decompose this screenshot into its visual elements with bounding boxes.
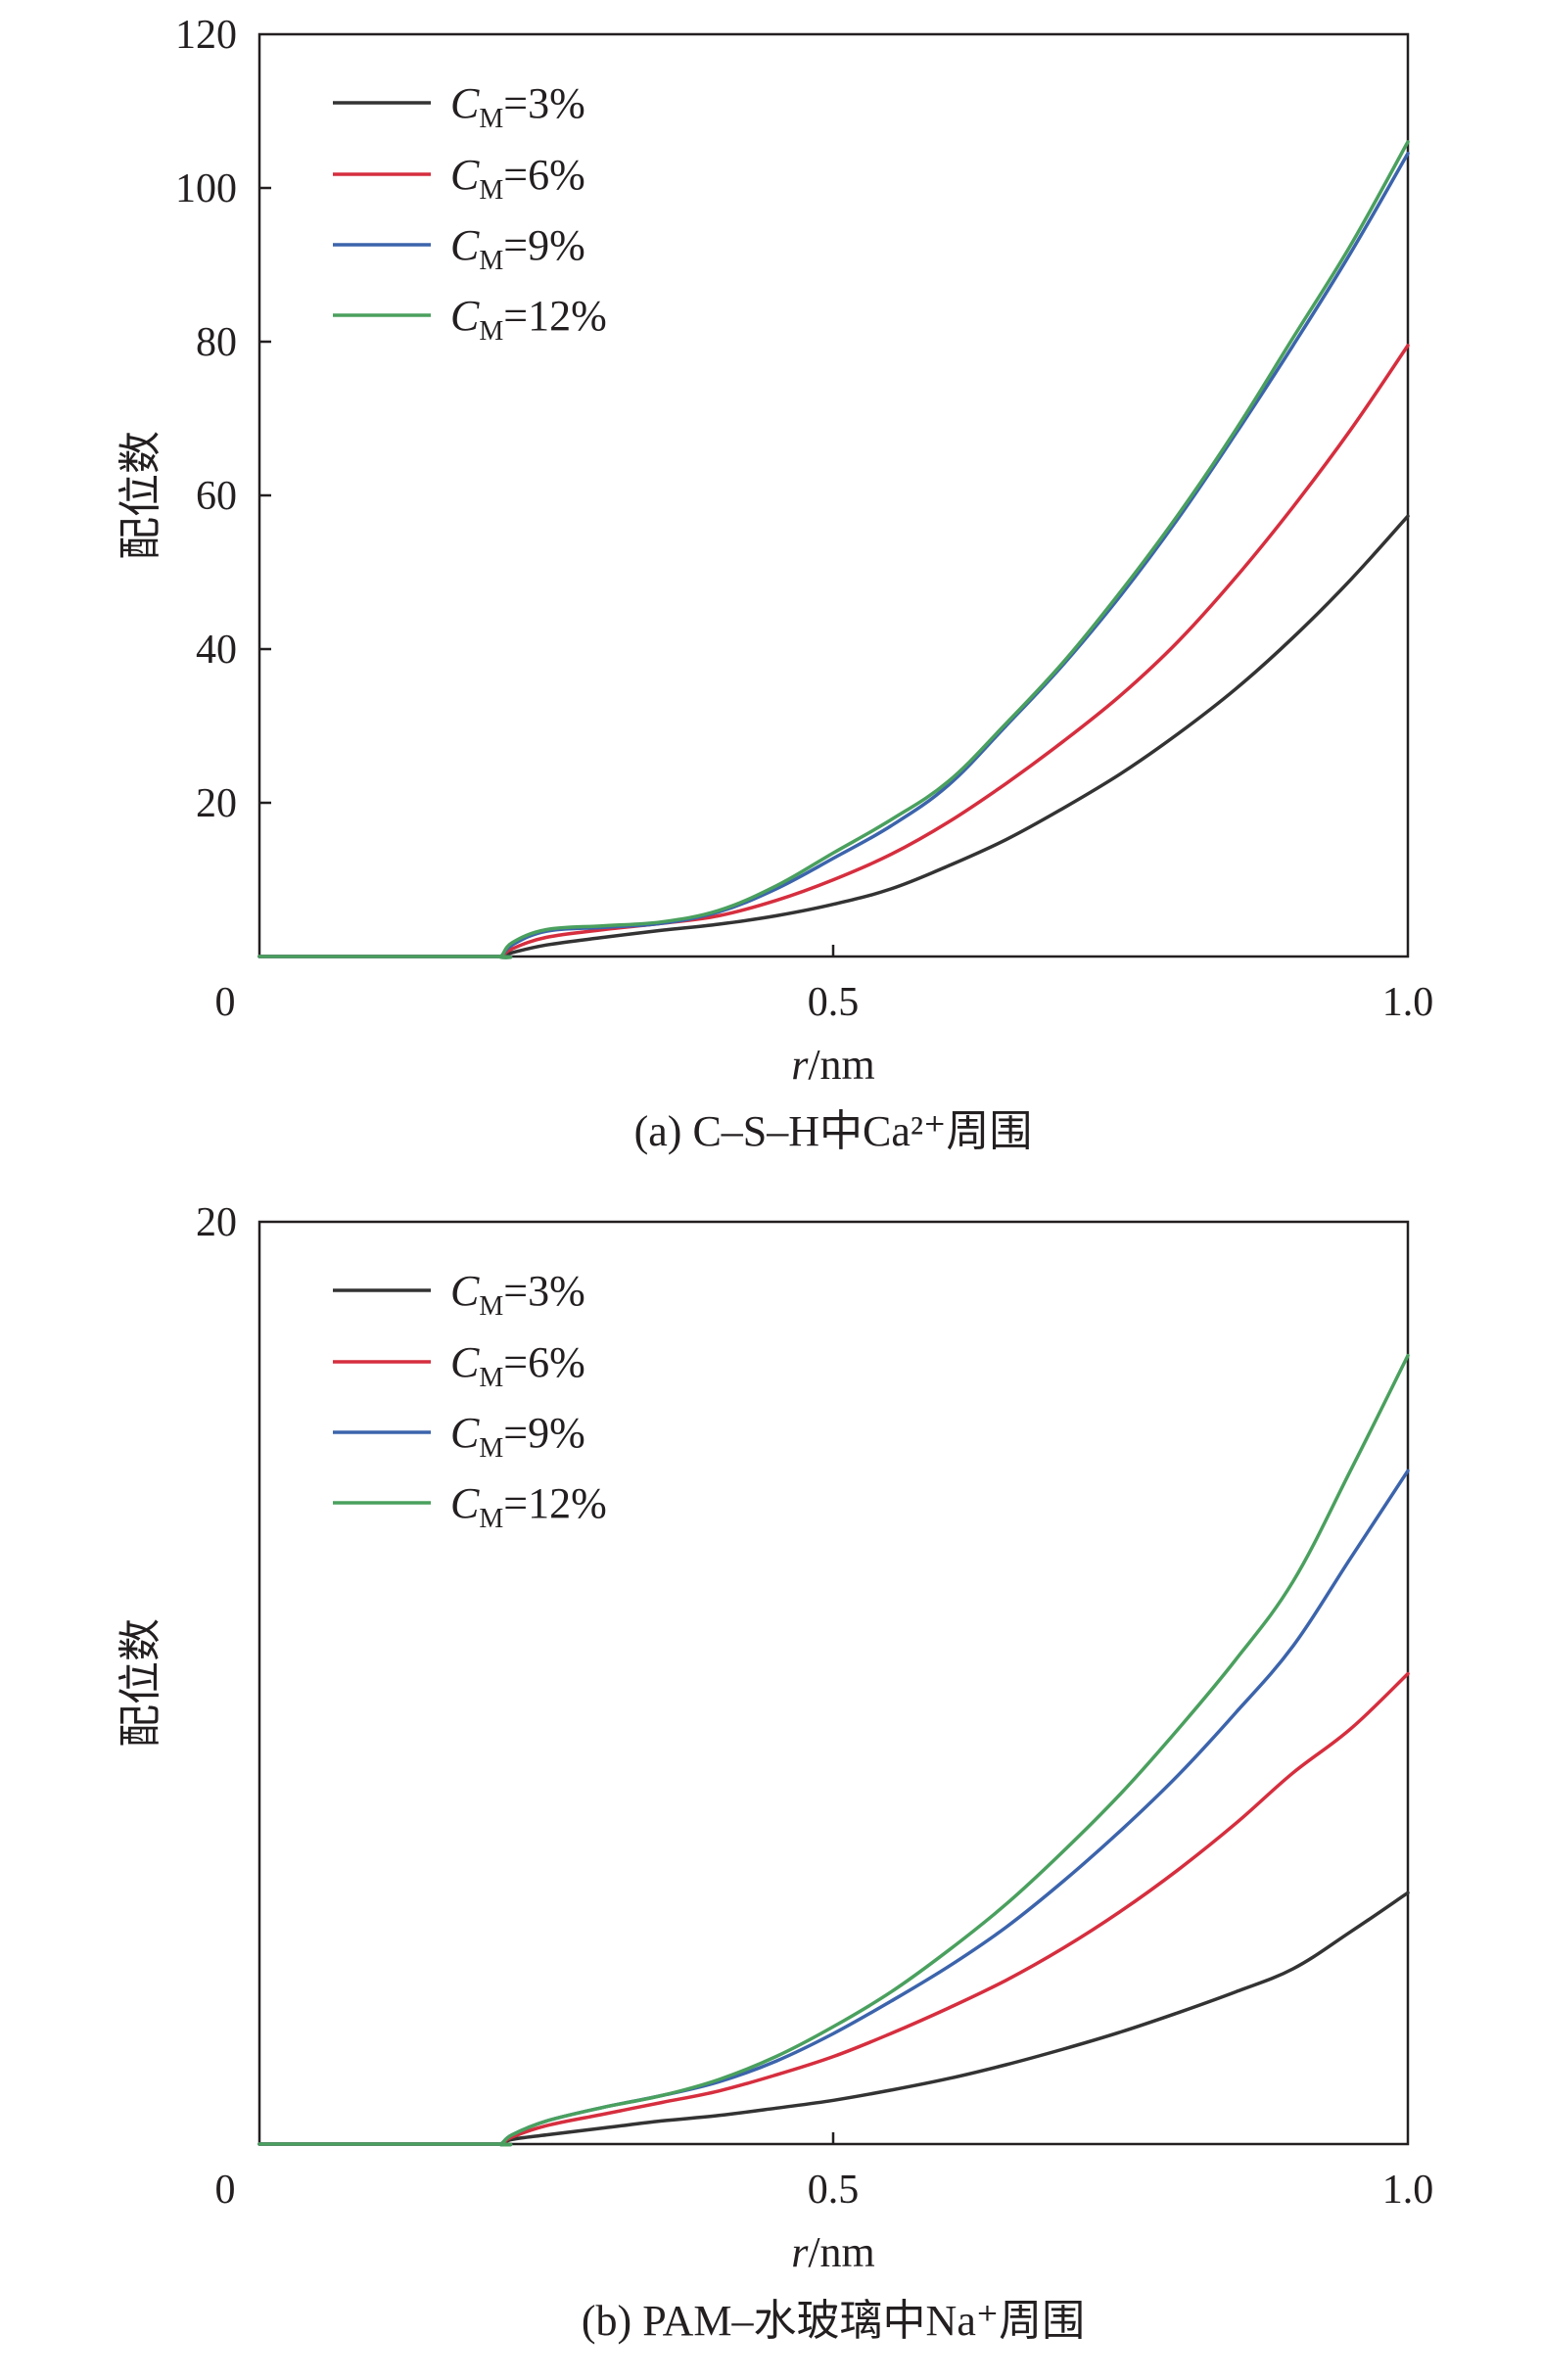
legend-item-a-1: CM=6%	[333, 151, 585, 206]
x-tick-label-b-0.5: 0.5	[808, 2168, 860, 2213]
chart-panel-a: 20 40 60 80 100 120 0 0.5 1.0 r/nm 配位数 (…	[117, 13, 1433, 1155]
x-tick-label-b-1.0: 1.0	[1382, 2168, 1434, 2213]
legend-label-a-1: CM=6%	[450, 151, 585, 206]
y-tick-label-a-100: 100	[175, 166, 237, 211]
x-tick-label-a-1.0: 1.0	[1382, 980, 1434, 1025]
y-ticks-a: 20 40 60 80 100 120	[175, 13, 271, 826]
y-tick-label-a-120: 120	[175, 13, 237, 58]
y-axis-title-b: 配位数	[117, 1618, 164, 1748]
x-ticks-b: 0 0.5 1.0	[215, 2132, 1434, 2213]
legend-label-b-0: CM=3%	[450, 1267, 585, 1322]
legend-label-b-2: CM=9%	[450, 1409, 585, 1464]
legend-item-a-2: CM=9%	[333, 221, 585, 276]
legend-item-b-1: CM=6%	[333, 1338, 585, 1393]
x-axis-title-b: r/nm	[791, 2228, 875, 2276]
series-line-a-2	[257, 151, 1410, 959]
legend-a: CM=3% CM=6% CM=9% CM=12%	[333, 79, 607, 347]
x-tick-label-a-0.5: 0.5	[808, 980, 860, 1025]
series-group-a	[257, 140, 1410, 959]
chart-panel-b: 20 0 0.5 1.0 r/nm 配位数 (b) PAM–水玻璃中Na⁺周围 …	[117, 1200, 1433, 2345]
y-tick-label-a-60: 60	[196, 474, 237, 519]
y-tick-label-a-40: 40	[196, 628, 237, 673]
plot-frame-b	[257, 1220, 1410, 2146]
y-tick-label-a-20: 20	[196, 781, 237, 826]
caption-b: (b) PAM–水玻璃中Na⁺周围	[582, 2297, 1085, 2345]
y-tick-label-b-20: 20	[196, 1200, 237, 1245]
legend-item-a-3: CM=12%	[333, 292, 607, 347]
legend-item-b-0: CM=3%	[333, 1267, 585, 1322]
x-ticks-a: 0 0.5 1.0	[215, 945, 1434, 1025]
caption-a: (a) C–S–H中Ca²⁺周围	[634, 1107, 1033, 1155]
legend-item-b-3: CM=12%	[333, 1479, 607, 1534]
legend-item-a-0: CM=3%	[333, 79, 585, 134]
series-line-a-1	[257, 344, 1410, 959]
y-tick-label-a-80: 80	[196, 320, 237, 365]
legend-label-b-3: CM=12%	[450, 1479, 607, 1534]
x-axis-title-a: r/nm	[791, 1041, 875, 1089]
legend-b: CM=3% CM=6% CM=9% CM=12%	[333, 1267, 607, 1534]
series-line-b-1	[257, 1671, 1410, 2147]
series-line-a-3	[257, 140, 1410, 959]
series-line-a-0	[257, 514, 1410, 959]
y-ticks-b: 20	[196, 1200, 237, 1245]
x-tick-label-a-0: 0	[215, 980, 236, 1025]
series-line-b-0	[257, 1890, 1410, 2147]
legend-item-b-2: CM=9%	[333, 1409, 585, 1464]
legend-label-a-2: CM=9%	[450, 221, 585, 276]
x-tick-label-b-0: 0	[215, 2168, 236, 2213]
legend-label-a-3: CM=12%	[450, 292, 607, 347]
legend-label-b-1: CM=6%	[450, 1338, 585, 1393]
series-group-b	[257, 1353, 1410, 2147]
legend-label-a-0: CM=3%	[450, 79, 585, 134]
plot-frame-a	[257, 32, 1410, 958]
series-line-b-3	[257, 1353, 1410, 2147]
series-line-b-2	[257, 1469, 1410, 2147]
y-axis-title-a: 配位数	[117, 431, 164, 560]
